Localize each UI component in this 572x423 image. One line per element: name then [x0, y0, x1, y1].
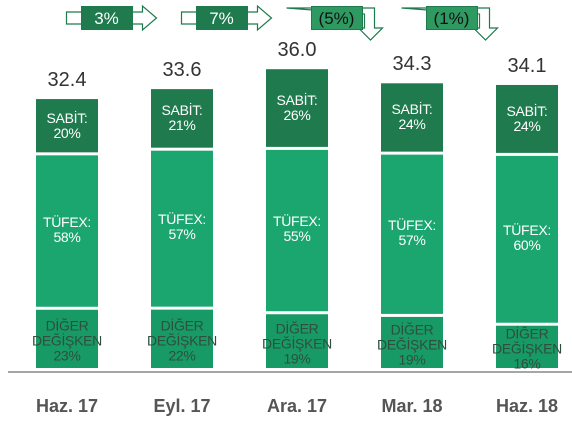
bar-segment	[266, 149, 328, 312]
growth-arrow	[401, 7, 499, 41]
segment-value: 58%	[53, 228, 81, 245]
segment-name: SABİT:	[46, 109, 88, 126]
segment-label: DİĞER DEĞİŞKEN 16%	[490, 325, 564, 372]
bar-segment	[151, 89, 213, 148]
segment-value: 60%	[513, 236, 541, 253]
segment-name: TÜFEX:	[158, 211, 206, 228]
x-tick-label: Haz. 18	[495, 396, 559, 416]
segment-name: DİĞER DEĞİŞKEN	[262, 320, 332, 352]
total-label: 34.3	[392, 53, 432, 76]
bar-segment	[266, 314, 328, 368]
segment-label: SABİT: 20%	[30, 109, 104, 141]
segment-label: DİĞER DEĞİŞKEN 19%	[375, 322, 449, 367]
bar-segment	[266, 69, 328, 147]
segment-label: TÜFEX: 55%	[260, 214, 334, 244]
segment-value: 23%	[53, 347, 81, 364]
segment-name: DİĞER DEĞİŞKEN	[147, 317, 217, 349]
segment-label: SABİT: 26%	[260, 93, 334, 123]
x-tick-label: Haz. 17	[35, 396, 99, 416]
segment-value: 19%	[398, 351, 426, 368]
segment-label: DİĞER DEĞİŞKEN 22%	[145, 317, 219, 364]
bar-segment	[36, 99, 98, 153]
segment-name: DİĞER DEĞİŞKEN	[32, 317, 102, 349]
bar-segment	[381, 83, 443, 152]
segment-name: SABİT:	[276, 92, 318, 109]
bar-segment	[36, 155, 98, 307]
segment-name: SABİT:	[161, 102, 203, 119]
segment-label: TÜFEX: 57%	[145, 212, 219, 242]
segment-name: TÜFEX:	[273, 213, 321, 230]
bar-segment	[381, 316, 443, 368]
growth-label: 7%	[195, 6, 248, 30]
segment-label: SABİT: 24%	[375, 102, 449, 132]
segment-name: DİĞER DEĞİŞKEN	[377, 321, 447, 353]
bar-segment	[151, 150, 213, 307]
segment-value: 20%	[53, 124, 81, 141]
bar-segment	[496, 84, 558, 153]
segment-label: DİĞER DEĞİŞKEN 19%	[260, 321, 334, 366]
segment-label: TÜFEX: 58%	[30, 213, 104, 245]
x-tick-label: Ara. 17	[266, 396, 328, 416]
total-label: 33.6	[162, 59, 202, 82]
segment-name: TÜFEX:	[503, 221, 551, 238]
segment-value: 57%	[168, 226, 196, 243]
segment-value: 26%	[283, 107, 311, 124]
bar-segment	[151, 309, 213, 368]
growth-label: 3%	[80, 6, 133, 30]
total-label: 36.0	[277, 39, 317, 62]
segment-label: DİĞER DEĞİŞKEN 23%	[30, 317, 104, 364]
segment-value: 55%	[283, 228, 311, 245]
segment-value: 57%	[398, 231, 426, 248]
total-label: 34.1	[507, 54, 547, 77]
segment-value: 24%	[398, 116, 426, 133]
segment-name: TÜFEX:	[388, 216, 436, 233]
bar-segment	[496, 155, 558, 323]
growth-label: (1%)	[425, 6, 478, 30]
segment-value: 21%	[168, 117, 196, 134]
x-tick-label: Mar. 18	[381, 396, 443, 416]
segment-label: SABİT: 21%	[145, 103, 219, 133]
segment-name: TÜFEX:	[43, 213, 91, 230]
total-label: 32.4	[47, 69, 87, 92]
segment-value: 24%	[513, 117, 541, 134]
bar-segment	[36, 309, 98, 368]
segment-value: 22%	[168, 347, 196, 364]
x-tick-label: Eyl. 17	[153, 396, 211, 416]
bar-segment	[496, 325, 558, 368]
bar-segment	[381, 154, 443, 314]
segment-value: 16%	[513, 355, 541, 372]
segment-name: SABİT:	[506, 102, 548, 119]
segment-label: TÜFEX: 60%	[490, 221, 564, 253]
segment-name: SABİT:	[391, 101, 433, 118]
segment-label: TÜFEX: 57%	[375, 216, 449, 248]
segment-value: 19%	[283, 350, 311, 367]
growth-label: (5%)	[310, 6, 363, 30]
growth-arrow	[286, 7, 384, 41]
segment-label: SABİT: 24%	[490, 102, 564, 134]
segment-name: DİĞER DEĞİŞKEN	[492, 325, 562, 357]
